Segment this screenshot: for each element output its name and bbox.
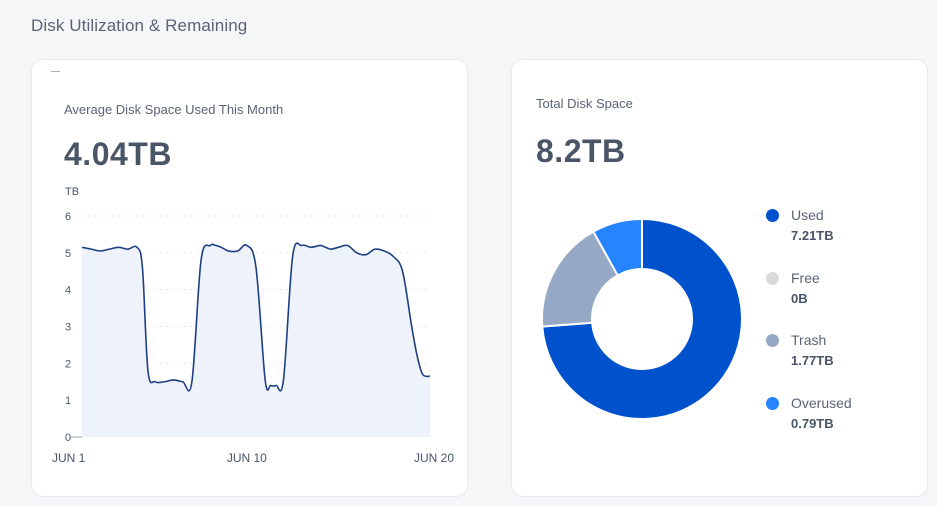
total-disk-space-value: 8.2TB (536, 133, 626, 169)
legend-dot-icon (766, 209, 779, 222)
x-tick-label: JUN 10 (227, 451, 267, 465)
legend-dot-icon (766, 334, 779, 347)
average-disk-space-label: Average Disk Space Used This Month (64, 102, 284, 117)
average-disk-space-value: 4.04TB (64, 136, 172, 172)
x-tick-label: JUN 1 (52, 451, 86, 465)
usage-area-fill (82, 243, 430, 437)
legend-name: Free (791, 269, 820, 286)
disk-usage-line-chart: 0 1 2 3 4 5 6 JUN 1 JUN 10 JUN 20 (52, 211, 454, 465)
average-disk-space-card: Average Disk Space Used This Month 4.04T… (31, 59, 468, 497)
donut-slice-overused[interactable] (591, 217, 643, 277)
y-tick-label: 1 (65, 395, 71, 407)
y-tick-label: 3 (65, 322, 71, 334)
x-tick-label: JUN 20 (414, 451, 454, 465)
y-tick-label: 5 (65, 248, 71, 260)
legend-value: 7.21TB (791, 228, 834, 243)
usage-series-line[interactable] (81, 242, 431, 392)
legend-name: Used (791, 207, 824, 223)
disk-space-donut-chart (541, 217, 743, 420)
legend-name: Trash (791, 332, 827, 348)
card-tab-indicator[interactable] (51, 71, 60, 72)
section-title: Disk Utilization & Remaining (31, 16, 248, 35)
total-disk-space-label: Total Disk Space (536, 96, 633, 111)
legend-name: Overused (791, 394, 852, 411)
y-tick-label: 4 (65, 285, 71, 297)
legend-value: 0B (791, 290, 808, 306)
legend-dot-icon (766, 396, 779, 410)
legend-value: 0.79TB (791, 415, 834, 431)
y-axis-unit-label: TB (65, 186, 80, 198)
total-disk-space-card: Total Disk Space 8.2TB Used 7.21TB Free 0B T… (511, 59, 928, 497)
donut-slice-used[interactable] (541, 217, 743, 420)
legend-dot-icon (766, 271, 779, 285)
y-tick-label: 2 (65, 358, 71, 370)
y-tick-label: 6 (65, 211, 71, 223)
legend-value: 1.77TB (791, 353, 834, 368)
y-tick-label: 0 (65, 432, 71, 444)
